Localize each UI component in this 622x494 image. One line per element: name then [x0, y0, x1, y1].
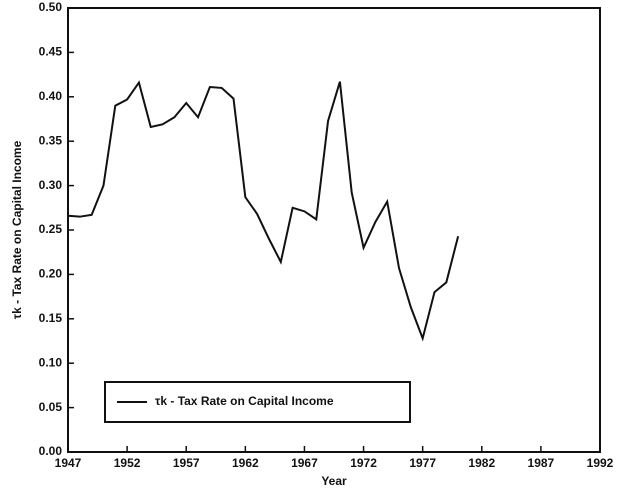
y-tick-label: 0.00 — [39, 444, 63, 458]
x-tick-label: 1982 — [468, 456, 495, 470]
x-tick-label: 1952 — [114, 456, 141, 470]
legend-box — [104, 381, 411, 423]
x-tick-label: 1972 — [350, 456, 377, 470]
x-axis-label: Year — [321, 474, 347, 488]
y-axis-label: τk - Tax Rate on Capital Income — [10, 140, 24, 319]
y-tick-label: 0.20 — [39, 267, 63, 281]
x-tick-label: 1977 — [409, 456, 436, 470]
y-tick-label: 0.35 — [39, 133, 63, 147]
y-tick-label: 0.45 — [39, 45, 63, 59]
line-series — [67, 80, 460, 342]
x-tick-label: 1957 — [173, 456, 200, 470]
y-tick-label: 0.25 — [39, 222, 63, 236]
x-tick-label: 1967 — [291, 456, 318, 470]
y-tick-label: 0.50 — [39, 0, 63, 14]
y-tick-label: 0.05 — [39, 400, 63, 414]
x-tick-label: 1987 — [528, 456, 555, 470]
legend-label: τk - Tax Rate on Capital Income — [155, 394, 334, 408]
y-tick-label: 0.30 — [39, 178, 63, 192]
x-tick-label: 1947 — [55, 456, 82, 470]
y-tick-label: 0.40 — [39, 89, 63, 103]
x-tick-label: 1962 — [232, 456, 259, 470]
y-tick-label: 0.10 — [39, 355, 63, 369]
y-tick-label: 0.15 — [39, 311, 63, 325]
x-tick-label: 1992 — [587, 456, 614, 470]
